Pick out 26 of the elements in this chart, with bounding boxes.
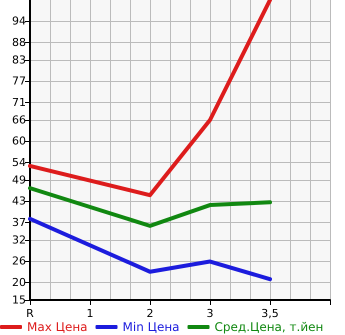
line-series <box>28 0 272 198</box>
y-tick-label: 83 <box>12 54 26 66</box>
legend-label: Min Цена <box>122 320 180 334</box>
y-tick-label: 43 <box>12 194 26 208</box>
line-series <box>28 216 272 282</box>
y-tick-label: 54 <box>12 156 26 169</box>
x-tick-label: 1 <box>86 307 94 320</box>
y-tick-label: 20 <box>12 276 26 289</box>
y-tick-label: 77 <box>12 74 26 88</box>
line-series <box>28 186 272 228</box>
y-tick-label: 60 <box>12 134 26 148</box>
y-tick-label: 15 <box>12 294 26 306</box>
x-tick-label: 3 <box>206 307 214 320</box>
y-tick-label: 37 <box>12 216 26 229</box>
legend-label: Сред.Цена, т.йен <box>214 320 324 334</box>
y-tick-label: 32 <box>12 234 26 246</box>
x-tick-label: 2 <box>146 307 154 320</box>
y-tick-label: 71 <box>12 96 26 109</box>
y-tick-label: 26 <box>12 254 26 268</box>
y-tick-label: 66 <box>12 114 26 126</box>
y-tick-label: 49 <box>12 174 26 186</box>
y-tick-label: 88 <box>12 36 26 49</box>
x-tick-label: 3,5 <box>261 307 279 320</box>
x-tick-label: R <box>26 307 34 320</box>
legend-label: Max Цена <box>27 320 88 334</box>
y-tick-label: 94 <box>12 14 26 28</box>
